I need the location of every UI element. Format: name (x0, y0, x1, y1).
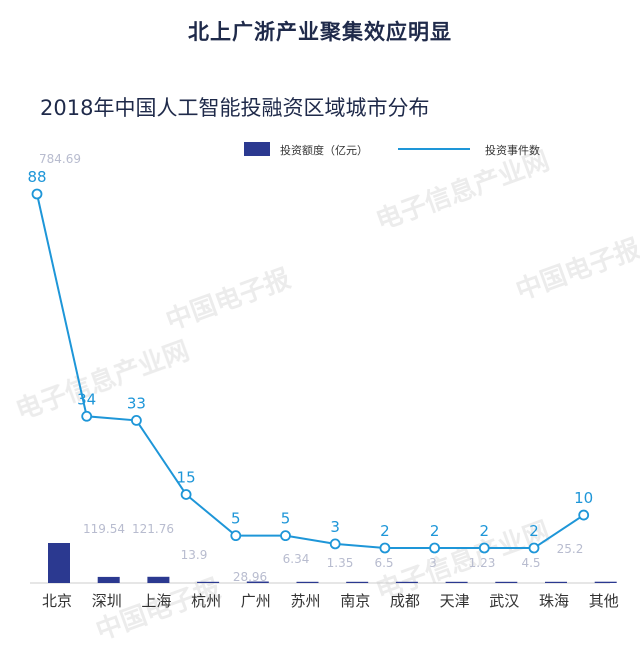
x-tick-label-9: 武汉 (489, 592, 519, 610)
x-tick-label-8: 天津 (440, 592, 470, 610)
legend: 投资额度（亿元） 投资事件数 (244, 142, 540, 157)
bar-series (48, 543, 617, 583)
x-tick-label-2: 上海 (141, 592, 171, 610)
line-point-7 (379, 542, 391, 554)
line-value-label-3: 15 (177, 468, 196, 486)
watermark: 中国电子报 中国电子报 电子信息产业网 电子信息产业网 电子信息产业网 中国电子… (12, 145, 640, 646)
x-tick-label-3: 杭州 (191, 592, 221, 610)
line-point-11 (578, 509, 590, 521)
bar-11 (594, 581, 617, 583)
x-tick-label-6: 南京 (340, 592, 370, 610)
line-value-label-1: 34 (77, 390, 96, 408)
line-value-label-0: 88 (27, 168, 46, 186)
bar-value-label-4: 28.96 (233, 570, 267, 584)
bar-value-label-8: 3 (429, 556, 437, 570)
line-point-2 (130, 414, 142, 426)
line-value-label-9: 2 (480, 522, 490, 540)
bar-value-label-5: 6.34 (283, 552, 310, 566)
x-tick-label-1: 深圳 (92, 592, 122, 610)
line-value-label-2: 33 (127, 394, 146, 412)
bar-value-label-6: 1.35 (327, 556, 354, 570)
bar-value-label-0: 784.69 (39, 152, 81, 166)
line-point-10 (528, 542, 540, 554)
x-tick-label-11: 其他 (589, 592, 619, 610)
bar-7 (395, 581, 418, 583)
category-label-group: 北京 深圳 上海 杭州 广州 苏州 南京 成都 天津 武汉 珠海 其他 (42, 592, 619, 610)
line-point-0 (31, 188, 43, 200)
watermark-text-1: 中国电子报 (512, 233, 640, 307)
bar-value-label-2: 121.76 (132, 522, 174, 536)
line-point-9 (478, 542, 490, 554)
line-point-group (31, 188, 590, 554)
legend-line-label: 投资事件数 (485, 143, 540, 157)
line-point-3 (180, 489, 192, 500)
line-point-5 (280, 530, 291, 542)
bar-5 (296, 581, 319, 583)
line-point-6 (329, 538, 341, 550)
watermark-text-2: 中国电子报 (162, 263, 295, 337)
bar-10 (545, 581, 567, 583)
bar-value-label-1: 119.54 (83, 522, 125, 536)
bar-value-label-3: 13.9 (181, 548, 208, 562)
line-value-label-8: 2 (430, 522, 440, 540)
line-value-label-5: 5 (281, 510, 291, 528)
bar-8 (445, 581, 468, 583)
line-value-label-7: 2 (380, 522, 390, 540)
bar-6 (346, 581, 369, 583)
bar-0 (48, 543, 70, 583)
line-point-4 (230, 530, 242, 542)
x-tick-label-0: 北京 (42, 592, 72, 610)
bar-4 (246, 581, 269, 583)
bar-label-group: 784.69 119.54 121.76 13.9 28.96 6.34 1.35 6.5 3 1… (39, 152, 583, 584)
line-value-label-11: 10 (574, 489, 593, 507)
bar-value-label-9: 1.23 (469, 556, 496, 570)
x-tick-label-10: 珠海 (539, 592, 569, 610)
watermark-text-3: 电子信息产业网 (372, 145, 554, 236)
line-series (36, 193, 585, 549)
line-label-group: 88 34 33 15 5 5 3 2 2 2 2 10 (27, 168, 593, 540)
bar-value-label-7: 6.5 (374, 556, 393, 570)
bar-1 (97, 576, 120, 583)
x-tick-label-4: 广州 (241, 592, 271, 610)
legend-bar-swatch (244, 142, 270, 156)
line-value-label-6: 3 (330, 518, 340, 536)
line-point-8 (429, 542, 441, 554)
x-tick-label-5: 苏州 (290, 592, 320, 610)
x-tick-label-7: 成都 (390, 592, 420, 610)
bar-value-label-11: 25.2 (557, 542, 584, 556)
line-value-label-10: 2 (529, 522, 539, 540)
legend-bar-label: 投资额度（亿元） (280, 143, 368, 157)
line-point-1 (81, 410, 93, 422)
bar-3 (197, 581, 220, 583)
bar-value-label-10: 4.5 (521, 556, 540, 570)
watermark-text-4: 电子信息产业网 (12, 335, 194, 426)
line-value-label-4: 5 (231, 510, 241, 528)
bar-9 (495, 581, 518, 583)
headline: 北上广浙产业聚集效应明显 (188, 19, 452, 44)
bar-2 (147, 576, 170, 583)
chart-title: 2018年中国人工智能投融资区域城市分布 (40, 96, 430, 120)
